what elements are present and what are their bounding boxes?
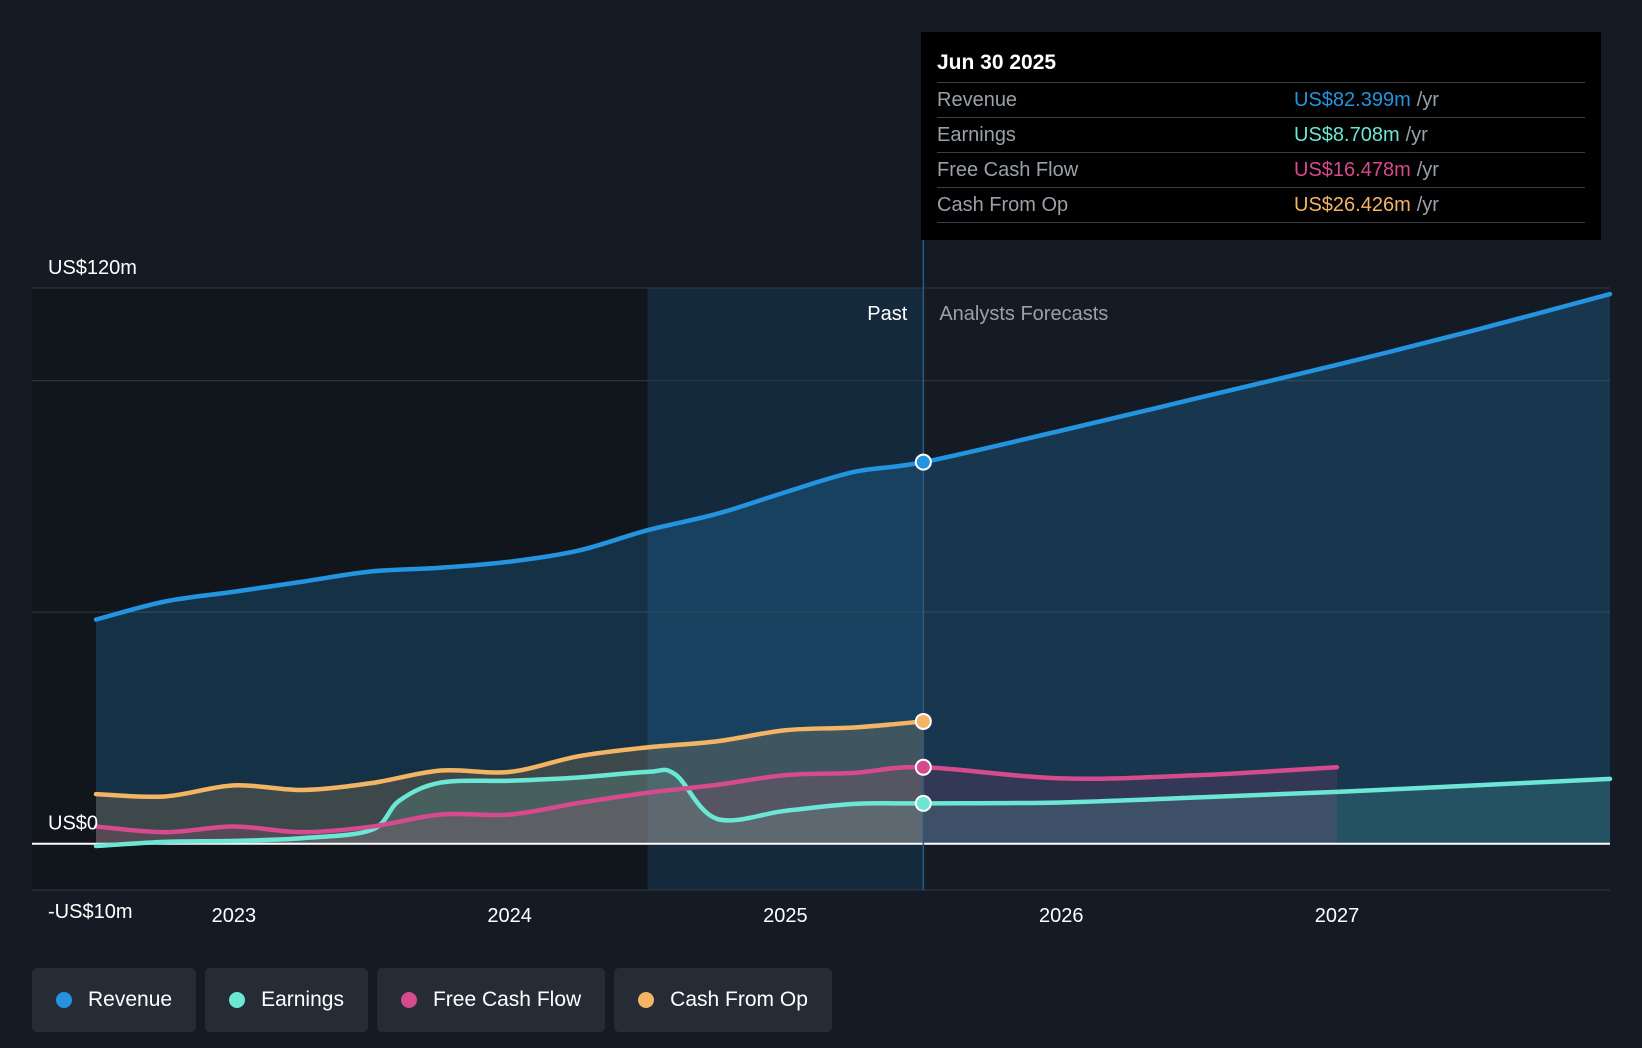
tooltip-unit: /yr <box>1416 89 1439 111</box>
tooltip-label: Cash From Op <box>937 194 1069 216</box>
legend-item-cash-from-op[interactable]: Cash From Op <box>614 968 832 1032</box>
area-earnings <box>96 769 1610 847</box>
area-revenue <box>96 294 1610 844</box>
grid-lines <box>32 287 1610 891</box>
legend: Revenue Earnings Free Cash Flow Cash Fro… <box>32 968 832 1032</box>
x-tick-label: 2023 <box>212 905 257 927</box>
legend-dot-icon <box>638 992 655 1008</box>
x-tick-label: 2024 <box>487 905 532 927</box>
legend-item-revenue[interactable]: Revenue <box>32 968 197 1032</box>
tooltip-label: Earnings <box>937 124 1016 146</box>
legend-item-earnings[interactable]: Earnings <box>205 968 368 1032</box>
marker-revenue[interactable] <box>914 453 932 471</box>
tooltip-row-free-cash-flow: Free Cash Flow US$16.478m/yr <box>937 153 1585 188</box>
legend-label: Free Cash Flow <box>432 988 582 1011</box>
tooltip-value: US$8.708m <box>1294 124 1400 146</box>
legend-label: Revenue <box>88 988 173 1011</box>
series-areas <box>96 294 1610 847</box>
area-free-cash-flow <box>96 767 1337 844</box>
line-cash-from-op <box>93 719 926 800</box>
tooltip-value: US$82.399m <box>1294 89 1411 111</box>
y-tick-label: -US$10m <box>48 901 132 923</box>
legend-label: Cash From Op <box>670 988 808 1011</box>
tooltip-unit: /yr <box>1405 124 1428 146</box>
legend-dot-icon <box>229 992 246 1008</box>
line-earnings <box>93 767 1613 849</box>
series-lines <box>93 291 1613 849</box>
legend-label: Earnings <box>261 988 344 1011</box>
tooltip-value: US$26.426m <box>1294 194 1411 216</box>
x-tick-label: 2026 <box>1039 905 1084 927</box>
y-tick-label: US$120m <box>48 257 137 279</box>
marker-earnings[interactable] <box>914 794 932 812</box>
forecast-label: Analysts Forecasts <box>939 303 1108 325</box>
tooltip-row-earnings: Earnings US$8.708m/yr <box>937 118 1585 153</box>
tooltip-row-revenue: Revenue US$82.399m/yr <box>937 83 1585 118</box>
tooltip-label: Free Cash Flow <box>937 159 1079 181</box>
x-tick-label: 2025 <box>763 905 808 927</box>
marker-free-cash-flow[interactable] <box>914 758 932 776</box>
tooltip-value: US$16.478m <box>1294 159 1411 181</box>
tooltip: Jun 30 2025 Revenue US$82.399m/yr Earnin… <box>921 32 1601 240</box>
tooltip-date: Jun 30 2025 <box>937 44 1585 83</box>
legend-dot-icon <box>56 992 72 1008</box>
series-markers <box>914 453 932 812</box>
tooltip-unit: /yr <box>1416 159 1439 181</box>
marker-cash-from-op[interactable] <box>914 712 932 730</box>
line-free-cash-flow <box>93 764 1340 835</box>
y-axis-labels: US$120m US$0 -US$10m <box>48 257 137 923</box>
legend-item-free-cash-flow[interactable]: Free Cash Flow <box>376 968 606 1032</box>
tooltip-label: Revenue <box>937 89 1018 111</box>
tooltip-row-cash-from-op: Cash From Op US$26.426m/yr <box>937 188 1585 223</box>
tooltip-unit: /yr <box>1416 194 1439 216</box>
past-label: Past <box>867 303 907 325</box>
legend-dot-icon <box>400 992 417 1008</box>
line-revenue <box>93 291 1613 622</box>
x-axis-labels: 2023 2024 2025 2026 2027 <box>212 905 1360 927</box>
x-tick-label: 2027 <box>1315 905 1360 927</box>
y-tick-label: US$0 <box>48 813 98 835</box>
